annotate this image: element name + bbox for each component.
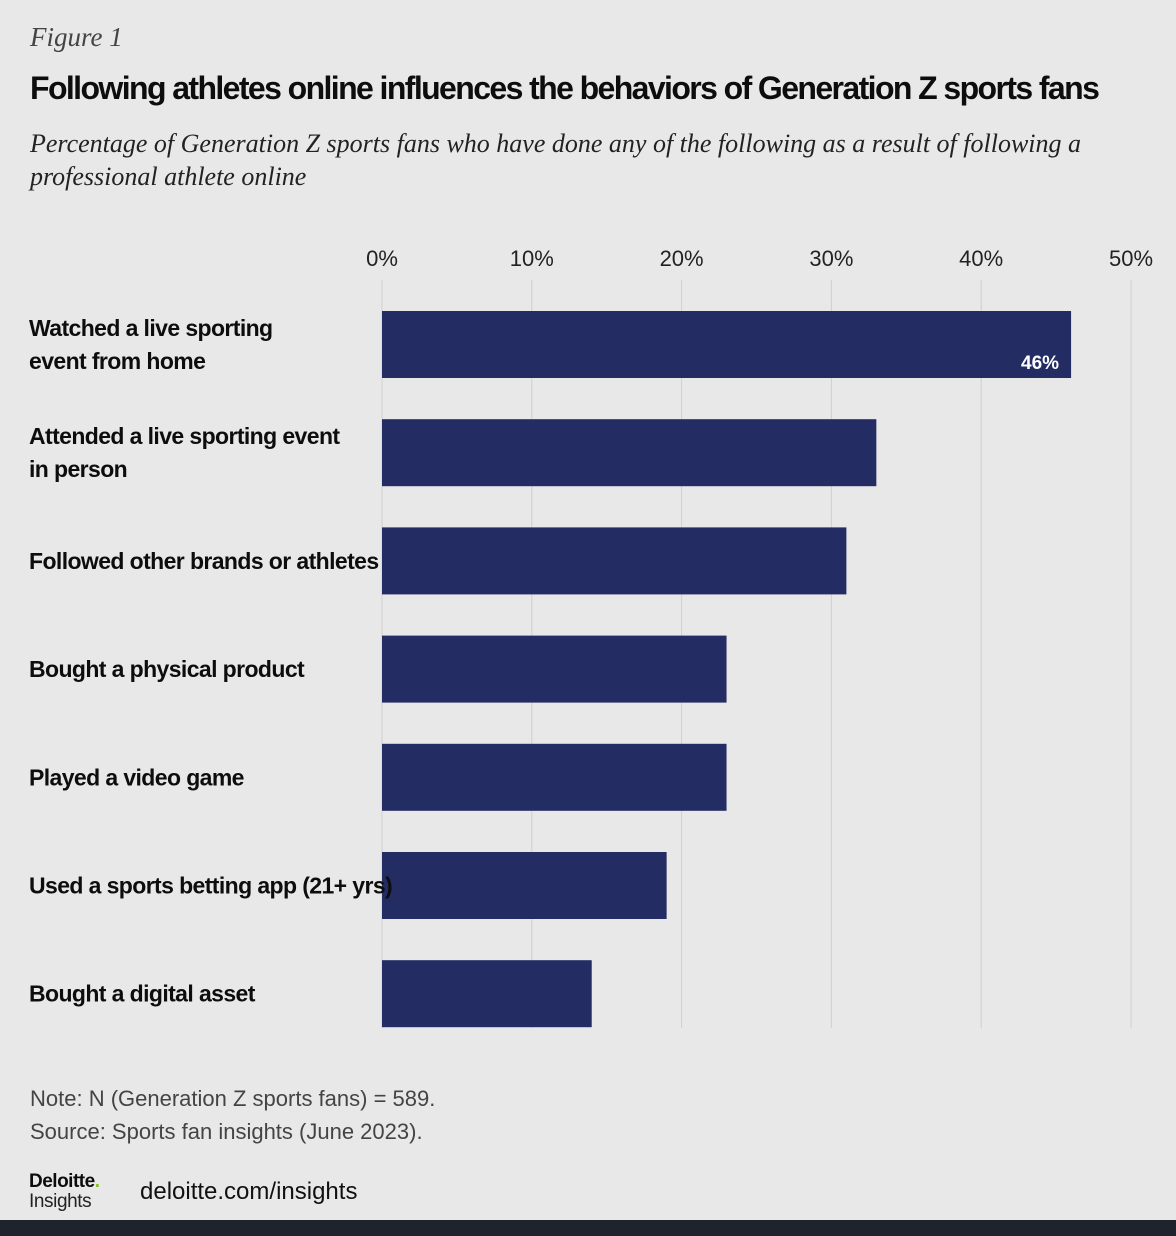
figure-label: Figure 1 bbox=[30, 22, 123, 52]
category-label: Watched a live sporting event from home bbox=[29, 315, 273, 374]
bottom-bar bbox=[0, 1220, 1176, 1236]
bar bbox=[382, 419, 877, 487]
logo-dot: . bbox=[94, 1171, 100, 1192]
x-tick-label: 10% bbox=[510, 246, 554, 271]
bar bbox=[382, 960, 592, 1028]
x-tick-label: 30% bbox=[809, 246, 853, 271]
bar bbox=[382, 311, 1072, 378]
chart-notes: Note: N (Generation Z sports fans) = 589… bbox=[30, 1082, 435, 1148]
category-label: Attended a live sporting event in person bbox=[29, 423, 340, 482]
category-label: Played a video game bbox=[29, 764, 244, 790]
logo-brand: Deloitte bbox=[29, 1171, 95, 1192]
note-text: Note: N (Generation Z sports fans) = 589… bbox=[30, 1086, 436, 1111]
category-label: Bought a digital asset bbox=[29, 981, 256, 1007]
category-label: Used a sports betting app (21+ yrs) bbox=[29, 873, 392, 899]
deloitte-logo[interactable]: Deloitte. bbox=[29, 1171, 100, 1193]
x-tick-label: 40% bbox=[959, 246, 1003, 271]
x-tick-label: 0% bbox=[366, 246, 398, 271]
site-link[interactable]: deloitte.com/insights bbox=[140, 1178, 358, 1205]
x-tick-label: 50% bbox=[1109, 246, 1153, 271]
chart-subtitle: Percentage of Generation Z sports fans w… bbox=[30, 129, 1082, 191]
bar bbox=[382, 852, 667, 919]
data-label: 46% bbox=[1021, 353, 1059, 374]
bar bbox=[382, 527, 847, 595]
x-tick-label: 20% bbox=[660, 246, 704, 271]
category-label: Bought a physical product bbox=[29, 656, 305, 682]
bar bbox=[382, 743, 727, 811]
logo-insights: Insights bbox=[29, 1191, 92, 1212]
category-label: Followed other brands or athletes bbox=[29, 548, 379, 574]
source-text: Source: Sports fan insights (June 2023). bbox=[30, 1119, 423, 1144]
bar bbox=[382, 635, 727, 703]
bar-chart: 0% 10% 20% 30% 40% 50% Watched a live sporting… bbox=[29, 246, 1153, 1028]
chart-title: Following athletes online influences the… bbox=[30, 70, 1100, 106]
